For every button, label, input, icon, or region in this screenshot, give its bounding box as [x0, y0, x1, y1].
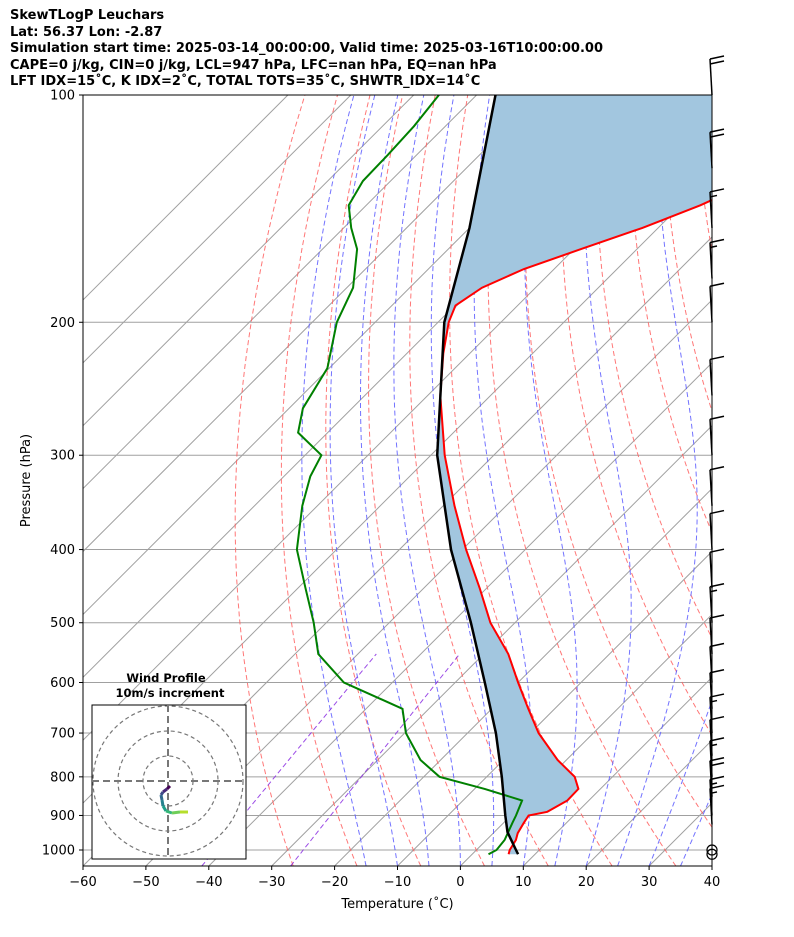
- isotherm-line: [83, 95, 415, 427]
- mixing-ratio-line: [290, 653, 461, 866]
- y-tick-label: 300: [50, 449, 75, 464]
- isotherm-line: [83, 95, 540, 553]
- isotherm-line: [271, 424, 712, 866]
- dry-adiabat: [761, 95, 794, 866]
- x-tick-label: −20: [321, 875, 348, 890]
- x-tick-label: −60: [69, 875, 96, 890]
- plot-area: [83, 95, 794, 866]
- y-tick-label: 800: [50, 770, 75, 785]
- isotherm-line: [334, 487, 712, 866]
- wind-barb: [709, 415, 725, 456]
- x-tick-label: −40: [195, 875, 222, 890]
- x-tick-label: −10: [384, 875, 411, 890]
- moist-adiabat: [393, 95, 461, 866]
- wind-barb: [709, 55, 725, 96]
- x-tick-label: 0: [456, 875, 464, 890]
- cin-shaded-area: [437, 95, 712, 855]
- inset-title: Wind Profile: [126, 671, 206, 685]
- isotherm-line: [711, 865, 712, 866]
- y-axis-label: Pressure (hPa): [19, 434, 34, 527]
- dry-adiabat: [234, 95, 306, 866]
- parcel-profile: [435, 95, 520, 855]
- dry-adiabat: [487, 95, 677, 866]
- moist-adiabat: [430, 95, 495, 866]
- isotherm-line: [460, 613, 712, 866]
- y-tick-label: 400: [50, 543, 75, 558]
- y-tick-label: 700: [50, 727, 75, 742]
- wind-barb: [709, 355, 725, 396]
- x-tick-label: 30: [641, 875, 658, 890]
- dry-adiabat: [662, 95, 712, 413]
- cape-line: CAPE=0 j/kg, CIN=0 j/kg, LCL=947 hPa, LF…: [10, 57, 497, 73]
- x-tick-label: −50: [132, 875, 159, 890]
- wind-barb: [709, 238, 725, 279]
- wind-barb: [709, 715, 725, 756]
- wind-barb: [706, 844, 718, 856]
- dry-adiabat: [728, 95, 794, 866]
- dry-adiabat: [524, 95, 712, 829]
- dry-adiabat: [560, 95, 712, 737]
- moist-adiabat: [617, 95, 698, 866]
- isotherm-line: [522, 676, 712, 866]
- wind-barb: [706, 848, 718, 860]
- wind-barb: [709, 282, 725, 323]
- y-tick-label: 100: [50, 89, 75, 104]
- y-tick-label: 600: [50, 676, 75, 691]
- wind-barb: [709, 466, 725, 506]
- temperature-profile: [439, 198, 712, 855]
- wind-barb: [709, 669, 725, 709]
- dry-adiabat: [280, 95, 358, 866]
- chart-title: SkewTLogP Leuchars: [10, 8, 165, 23]
- wind-barb: [709, 756, 725, 797]
- wind-barb: [709, 128, 725, 169]
- moist-adiabat: [523, 95, 578, 866]
- y-tick-label: 900: [50, 809, 75, 824]
- x-axis-label: Temperature (˚C): [340, 896, 453, 912]
- x-tick-label: 40: [704, 875, 721, 890]
- location-line: Lat: 56.37 Lon: -2.87: [10, 24, 163, 40]
- moist-adiabat: [680, 792, 712, 866]
- wind-barb: [709, 509, 725, 550]
- y-tick-label: 500: [50, 616, 75, 631]
- x-tick-label: 10: [515, 875, 532, 890]
- y-tick-label: 1000: [42, 844, 75, 859]
- isotherm-line: [208, 362, 712, 866]
- wind-profile-inset: [91, 704, 247, 860]
- isotherm-line: [83, 95, 289, 301]
- x-tick-label: −30: [258, 875, 285, 890]
- isotherm-line: [83, 95, 352, 364]
- moist-adiabat: [360, 95, 430, 866]
- dry-adiabat: [368, 95, 485, 866]
- inset-subtitle: 10m/s increment: [116, 686, 225, 700]
- moist-adiabat: [583, 95, 632, 866]
- x-tick-label: 20: [578, 875, 595, 890]
- wind-barb: [709, 548, 725, 589]
- index-line: LFT IDX=15˚C, K IDX=2˚C, TOTAL TOTS=35˚C…: [10, 74, 481, 89]
- isotherm-line: [775, 95, 794, 866]
- dry-adiabat: [595, 95, 712, 640]
- dewpoint-profile: [295, 95, 524, 856]
- wind-barb: [709, 642, 725, 683]
- moist-adiabat: [329, 95, 398, 866]
- moist-adiabat: [473, 95, 533, 866]
- chart-header: SkewTLogP Leuchars Lat: 56.37 Lon: -2.87…: [10, 8, 603, 91]
- wind-barb: [709, 188, 725, 228]
- dry-adiabat: [325, 95, 422, 866]
- time-line: Simulation start time: 2025-03-14_00:00:…: [10, 41, 603, 56]
- isotherm-line: [145, 299, 712, 866]
- moist-adiabat: [648, 699, 712, 866]
- moist-adiabat: [301, 95, 367, 866]
- y-tick-label: 200: [50, 316, 75, 331]
